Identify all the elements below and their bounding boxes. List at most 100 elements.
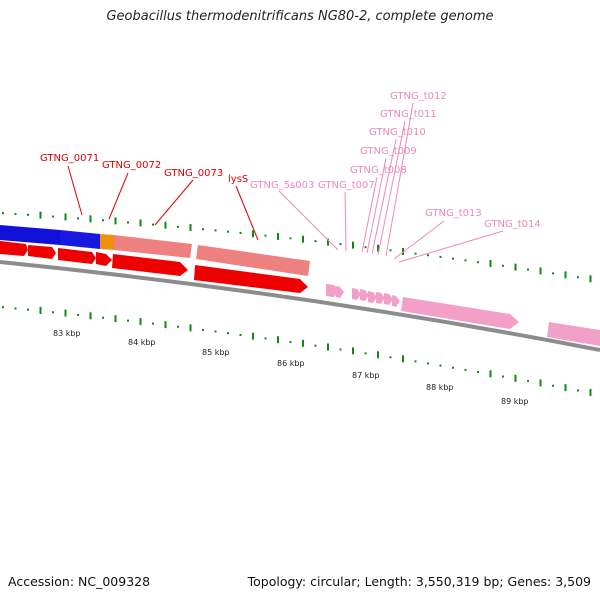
pink-gene-large[interactable] [401, 297, 519, 329]
kbp-label-84: 84 kbp [128, 338, 156, 347]
kbp-label-89: 89 kbp [501, 397, 529, 406]
gene-label-gtng-t013[interactable]: GTNG_t013 [425, 208, 482, 219]
track-dot [289, 340, 292, 343]
blue-feature-b[interactable] [60, 230, 100, 249]
track-dot [302, 339, 304, 347]
track-dot [364, 246, 367, 249]
gene-label-gtng-5s003[interactable]: GTNG_5s003 [250, 180, 314, 191]
track-dot [77, 217, 79, 220]
track-dot [127, 221, 129, 224]
pink-leader-lines [278, 102, 504, 263]
track-dot [152, 322, 154, 325]
kbp-label-83: 83 kbp [53, 329, 81, 338]
red-gene-4[interactable] [96, 252, 112, 266]
track-dot [314, 344, 317, 347]
track-dot [139, 219, 142, 227]
kbp-label-86: 86 kbp [277, 359, 305, 368]
track-dot [102, 316, 104, 319]
red-gene-3[interactable] [58, 248, 96, 264]
gene-label-gtng-t008[interactable]: GTNG_t008 [350, 165, 407, 176]
track-dot [377, 351, 379, 359]
gene-gtng-0073[interactable] [114, 235, 192, 258]
upper-dotted-track [2, 211, 592, 283]
orange-feature[interactable] [100, 234, 114, 250]
track-dot [64, 213, 67, 221]
track-dot [202, 228, 204, 231]
blue-feature-a[interactable] [0, 225, 60, 245]
track-dot [539, 267, 542, 275]
pink-gene-edge[interactable] [547, 322, 600, 346]
gene-label-lyss[interactable]: lysS [228, 174, 248, 185]
gene-label-gtng-t011[interactable]: GTNG_t011 [380, 109, 437, 120]
track-dot [27, 213, 29, 216]
track-dot [577, 389, 579, 392]
track-dot [514, 374, 517, 382]
track-dot [564, 271, 567, 279]
genome-backbone [0, 260, 600, 352]
kbp-label-87: 87 kbp [352, 371, 380, 380]
track-dot [102, 219, 104, 222]
track-dot [502, 264, 504, 267]
track-dot [514, 263, 517, 271]
red-gene-1[interactable] [0, 241, 28, 256]
gene-label-gtng-0072[interactable]: GTNG_0072 [102, 160, 161, 171]
red-leader-lines [67, 165, 259, 241]
track-dot [177, 325, 179, 328]
track-dot [289, 237, 292, 240]
track-dot [39, 211, 42, 219]
kbp-label-88: 88 kbp [426, 383, 454, 392]
red-gene-6[interactable] [194, 265, 308, 293]
track-dot [277, 232, 279, 240]
track-dot [364, 352, 367, 355]
track-dot [402, 355, 404, 363]
track-dot [64, 309, 67, 317]
gene-label-gtng-0073[interactable]: GTNG_0073 [164, 168, 223, 179]
gene-label-gtng-0071[interactable]: GTNG_0071 [40, 153, 99, 164]
track-dot [439, 255, 442, 258]
track-dot [77, 313, 79, 316]
gene-label-gtng-t009[interactable]: GTNG_t009 [360, 146, 417, 157]
track-dot [464, 368, 467, 371]
track-dot [2, 306, 4, 309]
track-dot [152, 223, 154, 226]
accession-text: Accession: NC_009328 [8, 574, 151, 589]
gene-lyss[interactable] [196, 245, 310, 276]
track-dot [164, 321, 167, 329]
track-dot [114, 315, 117, 323]
track-dot [539, 379, 542, 387]
red-gene-5[interactable] [112, 254, 188, 276]
gene-label-gtng-t012[interactable]: GTNG_t012 [390, 91, 447, 102]
track-dot [264, 337, 267, 340]
track-dot [377, 244, 379, 252]
track-dot [414, 360, 417, 363]
track-dot [177, 225, 179, 228]
track-dot [227, 230, 229, 233]
track-dot [139, 318, 142, 326]
track-dot [589, 388, 592, 396]
gene-label-gtng-t014[interactable]: GTNG_t014 [484, 219, 541, 230]
track-dot [439, 364, 442, 367]
track-dot [264, 234, 267, 237]
track-dot [352, 347, 354, 355]
track-dot [402, 247, 404, 255]
track-dot [277, 336, 279, 344]
red-gene-2[interactable] [28, 245, 56, 259]
gene-label-gtng-t010[interactable]: GTNG_t010 [369, 127, 426, 138]
track-dot [389, 249, 392, 252]
track-dot [314, 240, 317, 243]
track-dot [214, 330, 217, 333]
track-dot [27, 308, 29, 311]
rna-cluster[interactable] [326, 284, 400, 307]
map-title: Geobacillus thermodenitrificans NG80-2, … [106, 9, 494, 24]
gene-label-gtng-t007[interactable]: GTNG_t007 [318, 180, 375, 191]
track-dot [477, 371, 479, 374]
track-dot [252, 230, 254, 238]
track-dot [552, 272, 554, 275]
track-dot [214, 229, 217, 232]
track-dot [2, 212, 4, 215]
track-dot [89, 215, 92, 223]
track-dot [427, 362, 429, 365]
track-dot [464, 259, 467, 262]
track-dot [52, 311, 54, 314]
